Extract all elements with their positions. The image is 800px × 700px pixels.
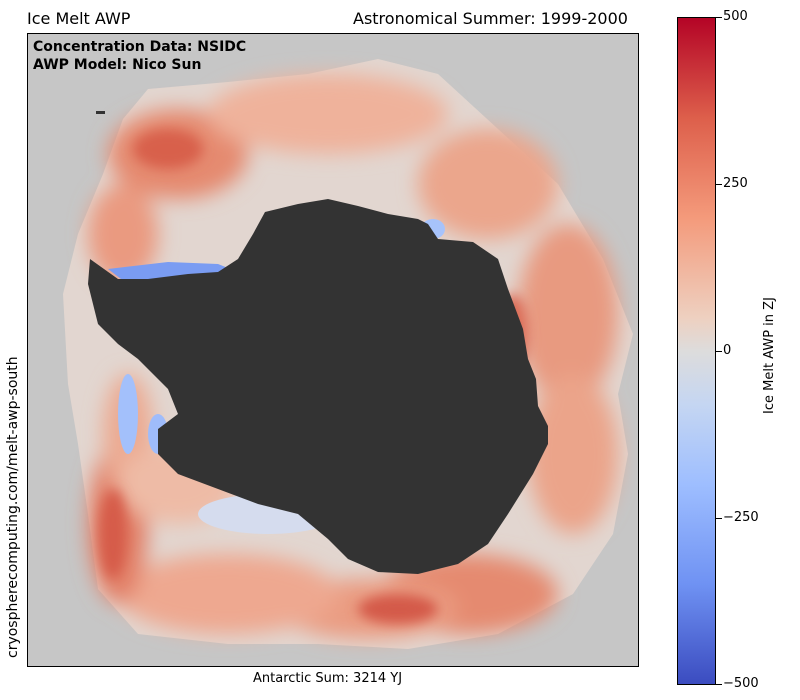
title-left: Ice Melt AWP — [27, 9, 131, 28]
concentration-data-note: Concentration Data: NSIDC — [33, 39, 247, 55]
antarctica-landmass — [88, 199, 548, 574]
colorbar-tick — [716, 684, 722, 685]
colorbar-tick — [716, 518, 722, 519]
colorbar-tick — [716, 184, 722, 185]
colorbar — [677, 17, 716, 685]
antarctic-map: Concentration Data: NSIDC AWP Model: Nic… — [27, 33, 639, 667]
colorbar-tick-label: 500 — [723, 9, 748, 24]
colorbar-tick — [716, 351, 722, 352]
antarctic-sum-label: Antarctic Sum: 3214 YJ — [253, 671, 403, 686]
source-url-label: cryospherecomputing.com/melt-awp-south — [5, 356, 21, 658]
colorbar-tick-label: 0 — [723, 343, 732, 358]
map-graphic — [63, 59, 633, 649]
colorbar-title: Ice Melt AWP in ZJ — [762, 297, 777, 414]
awp-model-note: AWP Model: Nico Sun — [33, 57, 202, 73]
colorbar-tick-label: −500 — [723, 676, 759, 691]
colorbar-tick-label: −250 — [723, 510, 759, 525]
title-right: Astronomical Summer: 1999-2000 — [353, 9, 628, 28]
small-island — [96, 111, 105, 114]
colorbar-tick-label: 250 — [723, 176, 748, 191]
colorbar-tick — [716, 17, 722, 18]
